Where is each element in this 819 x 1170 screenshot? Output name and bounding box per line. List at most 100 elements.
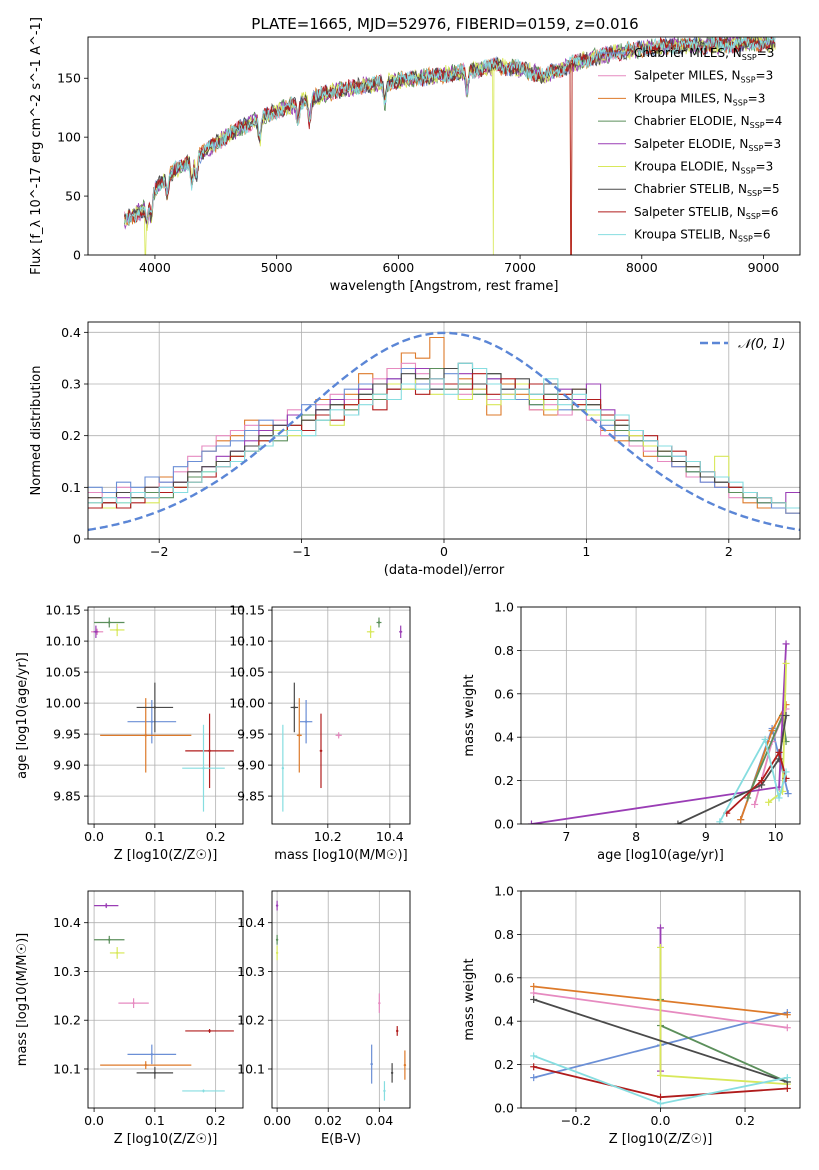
x-axis-label: Z [log10(Z/Z☉)] xyxy=(114,848,218,863)
x-tick-label: 0.0 xyxy=(651,1113,671,1128)
data-point xyxy=(108,938,111,941)
panel-mass-vs-z: 0.0 0.1 0.2 10.1 10.2 10.3 10.4 Z [log10(Z/Z☉)]… xyxy=(15,890,244,1147)
y-tick-label: 10.00 xyxy=(45,696,81,711)
x-tick-label: 0.1 xyxy=(145,829,165,844)
y-tick-label: 10.1 xyxy=(53,1061,81,1076)
data-point xyxy=(108,621,111,624)
y-tick-label: 0.2 xyxy=(61,428,81,443)
spectrum-line xyxy=(124,37,776,225)
data-point xyxy=(105,904,108,907)
x-tick-label: 0.2 xyxy=(206,829,226,844)
y-tick-label: 9.85 xyxy=(237,789,265,804)
x-axis-label: Z [log10(Z/Z☉)] xyxy=(609,1132,713,1147)
y-tick-label: 0 xyxy=(73,248,81,263)
data-point xyxy=(150,720,154,723)
data-point xyxy=(94,630,98,633)
data-point xyxy=(153,1071,157,1075)
x-axis-label: age [log10(age/yr)] xyxy=(597,848,724,863)
series-line xyxy=(677,715,787,824)
plot-area xyxy=(94,903,234,1093)
legend: Chabrier MILES, NSSP=3 Salpeter MILES, NS… xyxy=(598,46,782,244)
axes-frame xyxy=(87,890,244,1109)
axes-frame xyxy=(520,890,801,1109)
y-tick-label: 0.0 xyxy=(494,817,514,832)
y-tick-label: 0.2 xyxy=(494,1057,514,1072)
panel-residuals: −2 −1 0 1 2 0 0.1 0.2 0.3 0.4 (data-model)/error No… xyxy=(29,321,801,578)
data-point xyxy=(337,734,340,737)
y-tick-label: 9.90 xyxy=(53,758,81,773)
axes-frame xyxy=(520,606,801,825)
legend-label: Chabrier STELIB, NSSP=5 xyxy=(634,182,780,198)
x-axis-label: (data-model)/error xyxy=(384,563,505,578)
figure-title: PLATE=1665, MJD=52976, FIBERID=0159, z=0… xyxy=(251,15,638,33)
x-tick-label: 0.2 xyxy=(206,1113,226,1128)
data-point xyxy=(275,938,279,941)
y-tick-label: 150 xyxy=(57,71,81,86)
plot-area xyxy=(88,331,800,532)
y-tick-label: 0.4 xyxy=(61,325,81,340)
y-tick-label: 10.4 xyxy=(237,915,265,930)
y-tick-label: 9.90 xyxy=(237,758,265,773)
data-point xyxy=(383,1089,386,1093)
x-axis-label: Z [log10(Z/Z☉)] xyxy=(114,1132,218,1147)
data-point xyxy=(399,630,402,633)
x-tick-label: 5000 xyxy=(261,260,293,275)
axes-frame xyxy=(271,606,411,825)
x-axis-label: mass [log10(M/M☉)] xyxy=(274,848,407,863)
data-point xyxy=(403,1063,407,1067)
data-point xyxy=(208,749,211,753)
x-axis-label: E(B-V) xyxy=(321,1132,361,1147)
data-point xyxy=(150,1053,154,1056)
plot-area xyxy=(124,37,776,255)
data-point xyxy=(319,749,323,753)
series-line xyxy=(726,750,787,814)
y-tick-label: 0.4 xyxy=(494,730,514,745)
panel-weight-vs-z: −0.2 0.0 0.2 0.0 0.2 0.4 0.6 0.8 1.0 Z [log10(Z/Z… xyxy=(462,884,801,1147)
data-point xyxy=(144,1063,147,1067)
y-tick-label: 0 xyxy=(73,532,81,547)
y-tick-label: 10.1 xyxy=(237,1061,265,1076)
y-axis-label: mass weight xyxy=(462,674,477,756)
y-tick-label: 10.10 xyxy=(45,634,81,649)
y-axis-label: age [log10(age/yr)] xyxy=(15,652,30,779)
x-tick-label: 0.00 xyxy=(263,1113,291,1128)
series-line xyxy=(719,736,787,823)
legend-label: Kroupa STELIB, NSSP=6 xyxy=(634,228,771,244)
axes-frame xyxy=(87,606,244,825)
data-point xyxy=(202,1089,205,1093)
legend-label: Kroupa MILES, NSSP=3 xyxy=(634,91,765,107)
data-point xyxy=(396,1029,399,1033)
y-tick-label: 0.1 xyxy=(61,480,81,495)
x-tick-label: −0.2 xyxy=(561,1113,591,1128)
x-tick-label: 7 xyxy=(562,829,570,844)
x-tick-label: 8000 xyxy=(626,260,658,275)
y-tick-label: 10.00 xyxy=(229,696,265,711)
plot-area xyxy=(281,617,403,812)
x-tick-label: 0.2 xyxy=(735,1113,755,1128)
x-tick-label: 10.2 xyxy=(314,829,342,844)
data-point xyxy=(275,951,279,955)
x-tick-label: 10 xyxy=(768,829,784,844)
y-tick-label: 0.0 xyxy=(494,1101,514,1116)
data-point xyxy=(208,1029,211,1033)
histogram-step xyxy=(88,362,800,509)
data-point xyxy=(132,1001,135,1005)
y-tick-label: 0.6 xyxy=(494,686,514,701)
y-tick-label: 1.0 xyxy=(494,600,514,615)
data-point xyxy=(370,1062,373,1066)
plot-area xyxy=(530,924,791,1108)
y-tick-label: 0.3 xyxy=(61,377,81,392)
axes-frame xyxy=(87,321,801,540)
x-tick-label: 6000 xyxy=(382,260,414,275)
y-tick-label: 10.4 xyxy=(53,915,81,930)
x-tick-label: 4000 xyxy=(139,260,171,275)
y-tick-label: 10.2 xyxy=(53,1013,81,1028)
spectrum-line xyxy=(124,37,776,226)
panel-weight-vs-age: 7 8 9 10 0.0 0.2 0.4 0.6 0.8 1.0 age [log10(age/yr… xyxy=(462,600,801,863)
spectrum-line xyxy=(124,37,776,230)
y-tick-label: 100 xyxy=(57,130,81,145)
data-point xyxy=(153,706,157,709)
data-point xyxy=(281,767,285,770)
y-tick-label: 0.6 xyxy=(494,970,514,985)
y-tick-label: 0.2 xyxy=(494,773,514,788)
